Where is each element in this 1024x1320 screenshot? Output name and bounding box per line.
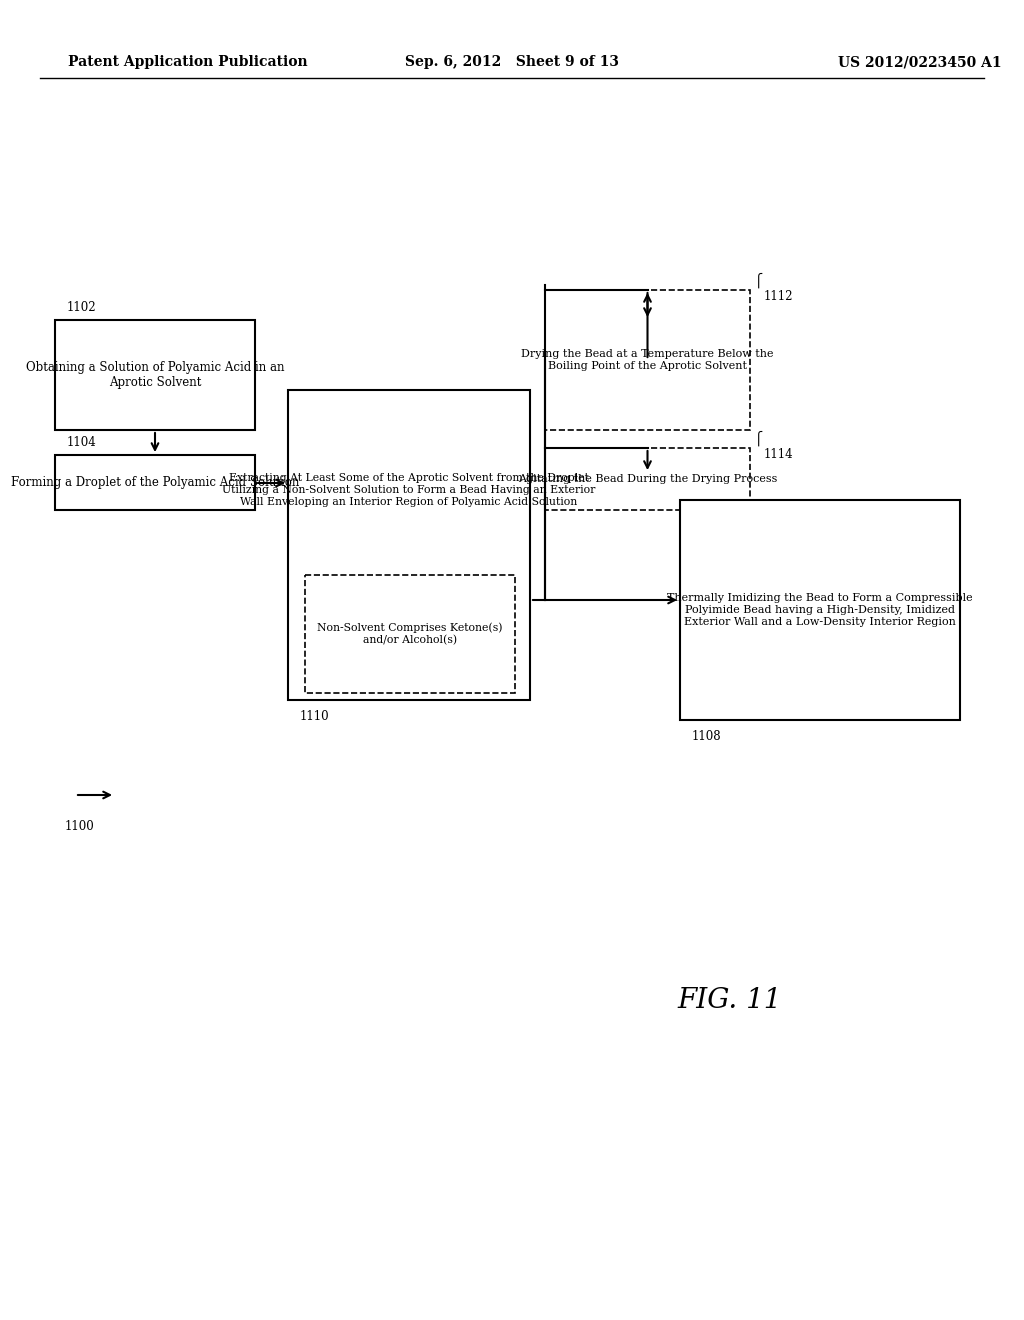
Text: Drying the Bead at a Temperature Below the
Boiling Point of the Aprotic Solvent: Drying the Bead at a Temperature Below t…: [521, 350, 774, 371]
Text: 1102: 1102: [67, 301, 96, 314]
Text: US 2012/0223450 A1: US 2012/0223450 A1: [839, 55, 1001, 69]
Text: Forming a Droplet of the Polyamic Acid Solution: Forming a Droplet of the Polyamic Acid S…: [11, 477, 299, 488]
Text: Obtaining a Solution of Polyamic Acid in an
Aprotic Solvent: Obtaining a Solution of Polyamic Acid in…: [26, 360, 285, 389]
Text: FIG. 11: FIG. 11: [678, 986, 782, 1014]
Text: ⎧: ⎧: [754, 430, 763, 446]
Text: Patent Application Publication: Patent Application Publication: [68, 55, 307, 69]
Text: 1110: 1110: [300, 710, 330, 723]
Text: 1104: 1104: [67, 436, 96, 449]
Text: 1108: 1108: [692, 730, 722, 743]
Text: 1100: 1100: [65, 820, 95, 833]
Bar: [55, 319, 255, 430]
Text: Non-Solvent Comprises Ketone(s)
and/or Alcohol(s): Non-Solvent Comprises Ketone(s) and/or A…: [317, 623, 503, 645]
Text: Extracting At Least Some of the Aprotic Solvent from the Droplet
Utilizing a Non: Extracting At Least Some of the Aprotic …: [222, 474, 596, 507]
Bar: [545, 447, 750, 510]
Text: 1114: 1114: [764, 447, 794, 461]
Text: Agitating the Bead During the Drying Process: Agitating the Bead During the Drying Pro…: [518, 474, 777, 484]
Bar: [680, 500, 961, 719]
Bar: [305, 576, 515, 693]
Text: Thermally Imidizing the Bead to Form a Compressible
Polyimide Bead having a High: Thermally Imidizing the Bead to Form a C…: [668, 594, 973, 627]
Bar: [55, 455, 255, 510]
Bar: [545, 290, 750, 430]
Text: Sep. 6, 2012   Sheet 9 of 13: Sep. 6, 2012 Sheet 9 of 13: [406, 55, 618, 69]
Text: 1112: 1112: [764, 290, 794, 304]
Bar: [288, 389, 530, 700]
Text: ⎧: ⎧: [754, 272, 763, 288]
